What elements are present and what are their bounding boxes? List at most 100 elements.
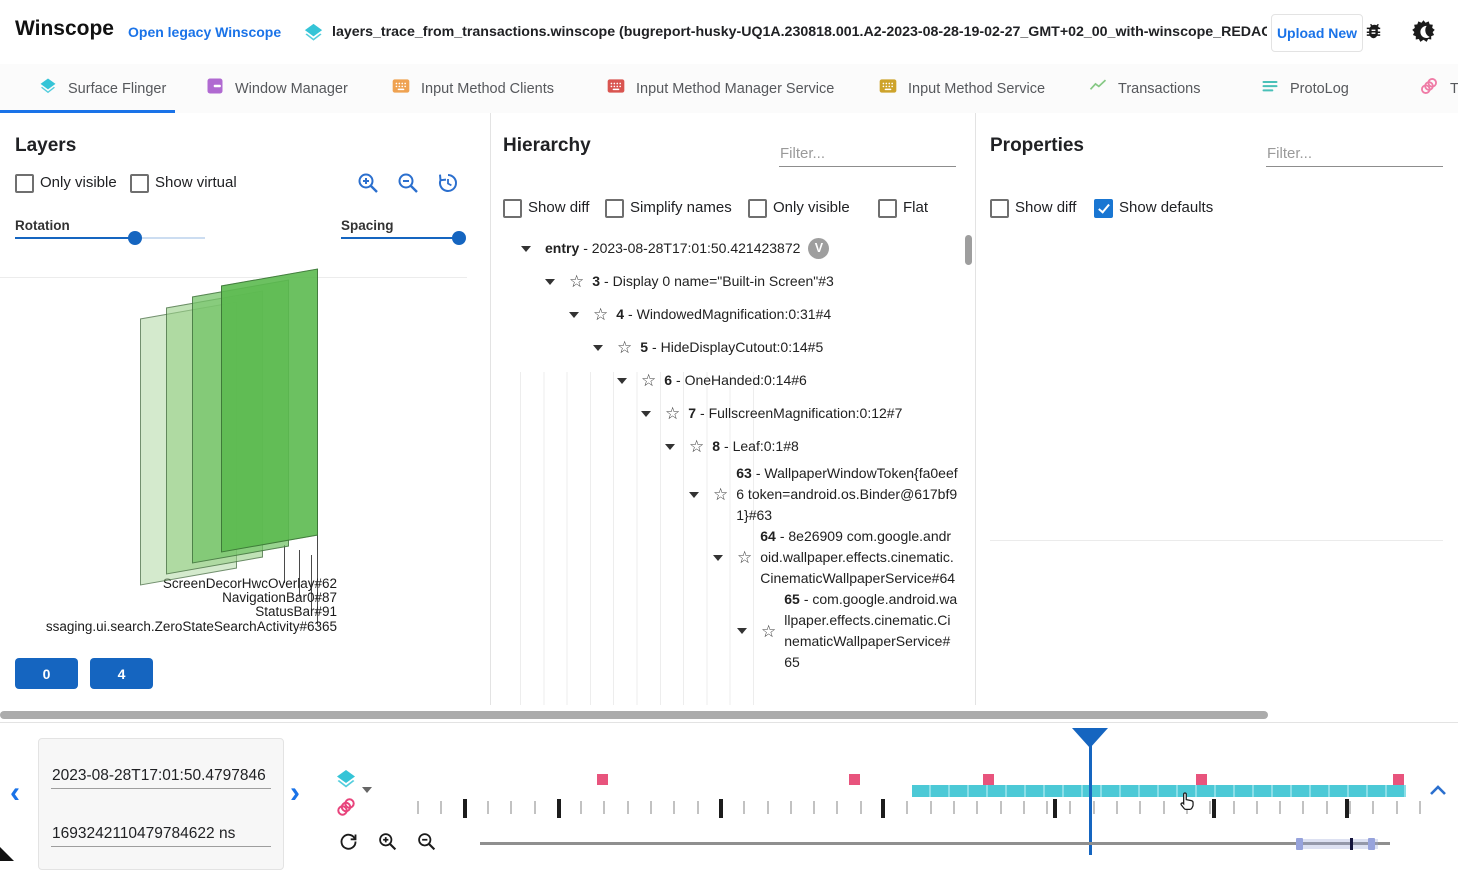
collapse-chevron-icon[interactable] [593, 344, 603, 351]
range-handle-left[interactable] [1296, 838, 1303, 850]
tab-label: Transactions [1118, 80, 1201, 97]
tree-row[interactable]: ☆ 3- Display 0 name="Built-in Screen"#3 [491, 265, 976, 298]
tab-label: Window Manager [235, 80, 348, 97]
collapse-chevron-icon[interactable] [665, 443, 675, 450]
trace-dropdown-caret-icon[interactable] [362, 787, 372, 793]
layers-trace-row-icon[interactable] [334, 767, 358, 796]
tab-transitions[interactable]: Transitions [1418, 64, 1458, 113]
timestamp-human-input[interactable] [51, 764, 271, 789]
tree-row[interactable]: ☆ 7- FullscreenMagnification:0:12#7 [491, 397, 976, 430]
dark-mode-toggle-icon[interactable] [1410, 18, 1437, 50]
spacing-slider-thumb[interactable] [451, 231, 466, 245]
star-icon[interactable]: ☆ [713, 485, 729, 504]
tab-transactions[interactable]: Transactions [1088, 64, 1200, 113]
rings-icon [1418, 75, 1440, 102]
tree-row[interactable]: ☆ 4- WindowedMagnification:0:31#4 [491, 298, 976, 331]
collapse-chevron-icon[interactable] [545, 278, 555, 285]
show-diff-checkbox[interactable] [990, 199, 1009, 218]
zoom-out-icon[interactable] [396, 171, 420, 200]
reset-view-icon[interactable] [436, 171, 460, 200]
refresh-icon[interactable] [338, 831, 359, 857]
rotation-slider[interactable] [15, 231, 205, 245]
collapse-chevron-icon[interactable] [641, 410, 651, 417]
star-icon[interactable]: ☆ [569, 272, 585, 291]
only-visible-checkbox[interactable] [15, 174, 34, 193]
show-defaults-checkbox[interactable] [1094, 199, 1113, 218]
tab-input-method-service[interactable]: Input Method Service [878, 64, 1045, 113]
event-marker[interactable] [1393, 774, 1404, 785]
event-marker[interactable] [1196, 774, 1207, 785]
tab-label: Input Method Service [908, 80, 1046, 97]
top-bar: Winscope Open legacy Winscope layers_tra… [0, 0, 1458, 65]
divider [0, 277, 467, 278]
tree-row[interactable]: ☆ 8- Leaf:0:1#8 [491, 430, 976, 463]
timeline-zoom-in-icon[interactable] [377, 831, 398, 857]
timeline-ruler[interactable] [0, 723, 1458, 861]
layer-label: NavigationBar0#87 [222, 590, 337, 606]
collapse-chevron-icon[interactable] [569, 311, 579, 318]
trace-blocks-bar[interactable] [912, 785, 1406, 797]
display-4-button[interactable]: 4 [90, 658, 153, 689]
transitions-trace-row-icon[interactable] [334, 795, 358, 824]
next-entry-button[interactable]: › [290, 776, 300, 809]
range-handle-right[interactable] [1368, 838, 1375, 850]
tree-row[interactable]: ☆ 5- HideDisplayCutout:0:14#5 [491, 331, 976, 364]
timeline-zoom-out-icon[interactable] [416, 831, 437, 857]
star-icon[interactable]: ☆ [593, 305, 609, 324]
collapse-chevron-icon[interactable] [617, 377, 627, 384]
star-icon[interactable]: ☆ [641, 371, 657, 390]
simplify-names-checkbox[interactable] [605, 199, 624, 218]
layers-panel: Layers Only visible Show virtual Rotatio… [0, 113, 490, 705]
range-slider-track[interactable] [480, 842, 1390, 845]
show-virtual-checkbox[interactable] [130, 174, 149, 193]
timestamp-ns-input[interactable] [51, 822, 271, 847]
tree-row[interactable]: ☆ 6- OneHanded:0:14#6 [491, 364, 976, 397]
horizontal-scrollbar[interactable] [0, 711, 1268, 719]
collapse-chevron-icon[interactable] [713, 554, 723, 561]
show-diff-checkbox[interactable] [503, 199, 522, 218]
tab-window-manager[interactable]: Window Manager [205, 64, 348, 113]
collapse-chevron-icon[interactable] [521, 245, 531, 252]
keyboard-icon [606, 76, 626, 101]
event-marker[interactable] [983, 774, 994, 785]
tab-input-method-clients[interactable]: Input Method Clients [391, 64, 554, 113]
zoom-in-icon[interactable] [356, 171, 380, 200]
upload-new-button[interactable]: Upload New [1271, 14, 1363, 52]
star-icon[interactable]: ☆ [617, 338, 633, 357]
properties-filter-input[interactable] [1266, 141, 1443, 167]
collapse-chevron-icon[interactable] [737, 628, 747, 634]
flat-label: Flat [903, 199, 929, 216]
tree-row[interactable]: entry - 2023-08-28T17:01:50.421423872 V [491, 232, 976, 265]
tree-row[interactable]: ☆ 65- com.google.android.wallpaper.effec… [491, 589, 976, 673]
spacing-slider[interactable] [341, 231, 466, 245]
only-visible-checkbox[interactable] [748, 199, 767, 218]
tree-scrollbar[interactable] [965, 235, 972, 265]
list-lines-icon [1260, 76, 1280, 101]
event-marker[interactable] [849, 774, 860, 785]
expand-timeline-chevron-icon[interactable] [1428, 783, 1448, 802]
bug-report-icon[interactable] [1362, 20, 1385, 48]
collapse-chevron-icon[interactable] [689, 491, 699, 498]
previous-entry-button[interactable]: ‹ [10, 776, 20, 809]
display-0-button[interactable]: 0 [15, 658, 78, 689]
rotation-slider-thumb[interactable] [127, 231, 142, 245]
star-icon[interactable]: ☆ [689, 437, 705, 456]
hierarchy-filter-input[interactable] [779, 141, 956, 167]
layer-rect[interactable] [221, 268, 318, 553]
event-marker[interactable] [597, 774, 608, 785]
layer-label: ScreenDecorHwcOverlay#62 [162, 576, 337, 591]
star-icon[interactable]: ☆ [665, 404, 681, 423]
tab-input-method-manager-service[interactable]: Input Method Manager Service [606, 64, 834, 113]
properties-panel: Properties Show diff Show defaults [975, 113, 1458, 705]
divider [990, 540, 1443, 541]
open-legacy-link[interactable]: Open legacy Winscope [128, 24, 282, 40]
star-icon[interactable]: ☆ [761, 621, 777, 641]
flat-checkbox[interactable] [878, 199, 897, 218]
star-icon[interactable]: ☆ [737, 548, 753, 567]
layer-label: ssaging.ui.search.ZeroStateSearchActivit… [45, 618, 337, 634]
tree-row[interactable]: ☆ 63- WallpaperWindowToken{fa0eef6 token… [491, 463, 976, 526]
tab-surface-flinger[interactable]: Surface Flinger [38, 64, 166, 113]
tab-protolog[interactable]: ProtoLog [1260, 64, 1349, 113]
tree-row[interactable]: ☆ 64- 8e26909 com.google.android.wallpap… [491, 526, 976, 589]
range-selection[interactable] [1298, 839, 1378, 849]
